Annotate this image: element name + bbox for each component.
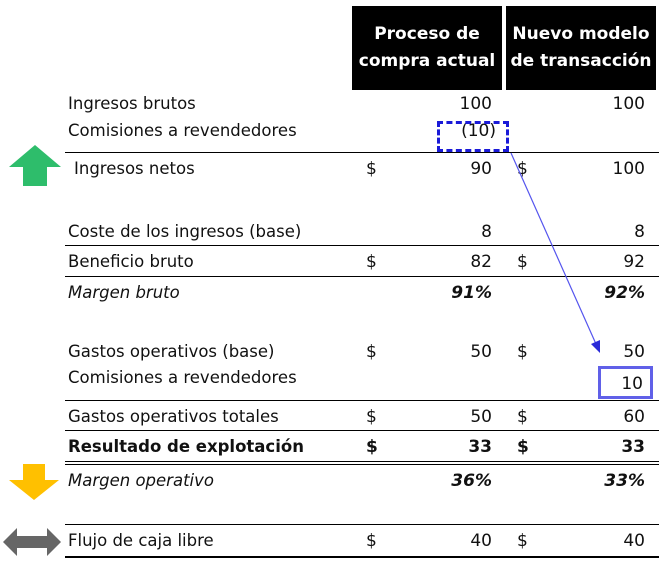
currency-symbol: $ — [517, 159, 528, 179]
row-label: Margen bruto — [68, 283, 180, 302]
row-gross-revenue: Ingresos brutos 100 100 — [0, 90, 663, 120]
row-label: Comisiones a revendedores — [68, 368, 297, 387]
value-new: 92% — [604, 283, 645, 303]
value-current: 50 — [470, 407, 492, 427]
divider — [65, 400, 659, 401]
divider — [65, 556, 659, 558]
value-current: 50 — [470, 342, 492, 362]
currency-symbol: $ — [366, 342, 377, 362]
row-label: Coste de los ingresos (base) — [68, 222, 302, 241]
currency-symbol: $ — [517, 252, 528, 272]
divider — [65, 152, 659, 153]
row-reseller-commissions-opex: Comisiones a revendedores 10 — [0, 364, 663, 394]
row-free-cash-flow: Flujo de caja libre $ 40 $ 40 — [0, 527, 663, 557]
double-arrow-icon — [3, 528, 61, 556]
row-label: Comisiones a revendedores — [68, 121, 297, 140]
value-new: 40 — [623, 531, 645, 551]
row-gross-profit: Beneficio bruto $ 82 $ 92 — [0, 248, 663, 278]
row-label: Ingresos netos — [74, 159, 195, 178]
divider — [65, 276, 659, 277]
divider — [65, 245, 659, 246]
currency-symbol: $ — [366, 437, 378, 457]
row-opex-base: Gastos operativos (base) $ 50 $ 50 — [0, 338, 663, 368]
row-label: Gastos operativos (base) — [68, 342, 275, 361]
value-new: 10 — [621, 374, 643, 394]
value-current: 8 — [481, 222, 492, 242]
currency-symbol: $ — [366, 407, 377, 427]
value-current: 82 — [470, 252, 492, 272]
row-label: Ingresos brutos — [68, 94, 196, 113]
header-new-model-label: Nuevo modelo de transacción — [510, 24, 652, 71]
row-operating-income: Resultado de explotación $ 33 $ 33 — [0, 433, 663, 463]
row-net-revenue: Ingresos netos $ 90 $ 100 — [0, 155, 663, 185]
row-total-opex: Gastos operativos totales $ 50 $ 60 — [0, 403, 663, 433]
row-operating-margin: Margen operativo 36% 33% — [0, 467, 663, 497]
highlight-solid-box — [598, 366, 653, 399]
value-new: 100 — [612, 94, 645, 114]
row-label: Flujo de caja libre — [68, 531, 214, 550]
value-current: 40 — [470, 531, 492, 551]
value-current: 36% — [451, 471, 492, 491]
row-reseller-commissions-revenue: Comisiones a revendedores (10) — [0, 117, 663, 147]
value-new: 92 — [623, 252, 645, 272]
highlight-dashed-box — [437, 121, 509, 152]
currency-symbol: $ — [517, 437, 529, 457]
currency-symbol: $ — [366, 159, 377, 179]
value-current: 91% — [451, 283, 492, 303]
header-current-process-label: Proceso de compra actual — [358, 24, 496, 71]
divider — [65, 464, 659, 465]
divider — [65, 430, 659, 431]
header-current-process: Proceso de compra actual — [352, 6, 502, 90]
row-label: Margen operativo — [68, 471, 214, 490]
header-new-model: Nuevo modelo de transacción — [506, 6, 656, 90]
currency-symbol: $ — [517, 342, 528, 362]
value-current: (10) — [461, 121, 496, 141]
row-gross-margin: Margen bruto 91% 92% — [0, 279, 663, 309]
value-current: 33 — [468, 437, 492, 457]
value-new: 60 — [623, 407, 645, 427]
down-arrow-icon — [9, 464, 59, 500]
row-label: Resultado de explotación — [68, 437, 304, 456]
value-new: 33% — [604, 471, 645, 491]
row-cost-of-revenue: Coste de los ingresos (base) 8 8 — [0, 218, 663, 248]
currency-symbol: $ — [366, 531, 377, 551]
currency-symbol: $ — [366, 252, 377, 272]
value-current: 90 — [470, 159, 492, 179]
value-new: 33 — [621, 437, 645, 457]
up-arrow-icon — [9, 145, 61, 186]
currency-symbol: $ — [517, 531, 528, 551]
divider — [65, 524, 659, 525]
value-current: 100 — [459, 94, 492, 114]
value-new: 8 — [634, 222, 645, 242]
row-label: Gastos operativos totales — [68, 407, 279, 426]
divider — [65, 461, 659, 462]
value-new: 50 — [623, 342, 645, 362]
row-label: Beneficio bruto — [68, 252, 194, 271]
currency-symbol: $ — [517, 407, 528, 427]
value-new: 100 — [612, 159, 645, 179]
